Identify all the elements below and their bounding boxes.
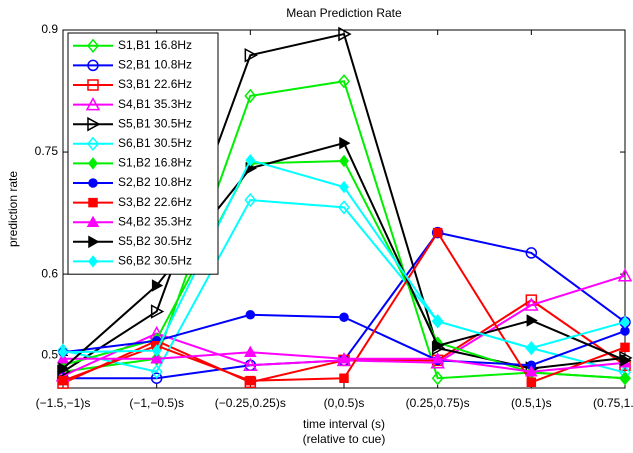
- legend-marker: [88, 178, 98, 188]
- legend-label: S1,B2 16.8Hz: [118, 156, 192, 170]
- data-point: [620, 315, 630, 329]
- data-point: [339, 312, 349, 322]
- legend-marker: [87, 116, 101, 132]
- x-axis-label: time interval (s): [303, 417, 385, 431]
- legend-marker: [86, 215, 100, 227]
- data-point: [620, 354, 632, 367]
- data-point: [58, 362, 70, 375]
- x-tick-label: (0.5,1)s: [511, 396, 552, 410]
- y-axis-label: prediction rate: [6, 171, 20, 247]
- x-tick-label: (−1.5,−1)s: [36, 396, 91, 410]
- legend-marker: [87, 59, 99, 72]
- data-point: [58, 375, 68, 386]
- x-tick-label: (−0.25,0.25)s: [215, 396, 286, 410]
- data-point: [151, 344, 162, 357]
- x-axis-label: (relative to cue): [303, 432, 386, 446]
- legend-marker: [87, 79, 99, 91]
- data-point: [432, 339, 445, 352]
- legend-marker: [87, 136, 99, 151]
- legend-marker: [88, 157, 98, 170]
- x-tick-label: (0,0.5)s: [324, 396, 365, 410]
- data-point: [150, 364, 163, 379]
- data-point: [338, 26, 352, 42]
- data-point: [525, 365, 538, 377]
- legend-label: S4,B2 35.3Hz: [118, 214, 192, 228]
- legend-marker: [88, 255, 98, 268]
- data-point: [244, 192, 257, 208]
- y-tick-label: 0.6: [41, 266, 58, 280]
- y-tick-label: 0.5: [41, 348, 58, 362]
- legend-label: S1,B1 16.8Hz: [118, 38, 192, 52]
- legend-label: S5,B2 30.5Hz: [118, 234, 192, 248]
- legend-label: S5,B1 30.5Hz: [118, 116, 192, 130]
- data-point: [526, 341, 537, 355]
- legend-label: S2,B2 10.8Hz: [118, 175, 192, 189]
- legend-label: S6,B1 30.5Hz: [118, 136, 192, 150]
- data-point: [245, 375, 256, 386]
- data-point: [620, 342, 630, 353]
- data-point: [244, 345, 257, 357]
- data-point: [151, 279, 164, 292]
- data-point: [339, 154, 349, 168]
- data-point: [525, 294, 538, 306]
- data-point: [244, 88, 257, 104]
- legend-marker: [88, 235, 100, 249]
- data-point: [431, 371, 444, 386]
- data-point: [244, 47, 258, 63]
- data-point: [245, 153, 256, 167]
- legend-label: S3,B2 22.6Hz: [118, 195, 192, 209]
- y-tick-label: 0.9: [41, 22, 58, 36]
- data-point: [339, 136, 351, 150]
- data-point: [338, 74, 350, 89]
- legend-label: S6,B2 30.5Hz: [118, 254, 192, 268]
- data-point: [150, 352, 163, 364]
- legend-label: S2,B1 10.8Hz: [118, 58, 192, 72]
- data-point: [150, 304, 165, 319]
- data-point: [337, 352, 351, 364]
- data-point: [243, 357, 258, 371]
- chart-title: Mean Prediction Rate: [286, 6, 402, 20]
- x-tick-label: (0.25,0.75)s: [406, 396, 470, 410]
- legend-marker: [87, 38, 99, 53]
- data-point: [526, 314, 538, 327]
- y-tick-label: 0.75: [35, 144, 59, 158]
- data-point: [620, 372, 630, 385]
- data-point: [339, 180, 349, 194]
- data-point: [432, 315, 443, 328]
- data-point: [431, 226, 444, 239]
- data-point: [339, 373, 349, 383]
- data-point: [431, 352, 444, 364]
- data-point: [245, 310, 256, 320]
- data-point: [526, 377, 537, 388]
- data-point: [150, 372, 163, 384]
- legend-marker: [85, 97, 101, 111]
- data-point: [524, 297, 539, 311]
- legend-marker: [88, 197, 98, 208]
- x-tick-label: (0.75,1.25)s: [593, 396, 633, 410]
- data-point: [58, 345, 68, 359]
- legend-label: S3,B1 22.6Hz: [118, 77, 192, 91]
- data-point: [525, 247, 538, 259]
- legend-label: S4,B1 35.3Hz: [118, 97, 192, 111]
- data-point: [617, 268, 633, 282]
- data-point: [432, 227, 443, 238]
- legend-box: [67, 32, 219, 275]
- x-tick-label: (−1,−0.5)s: [129, 396, 184, 410]
- data-point: [338, 200, 350, 215]
